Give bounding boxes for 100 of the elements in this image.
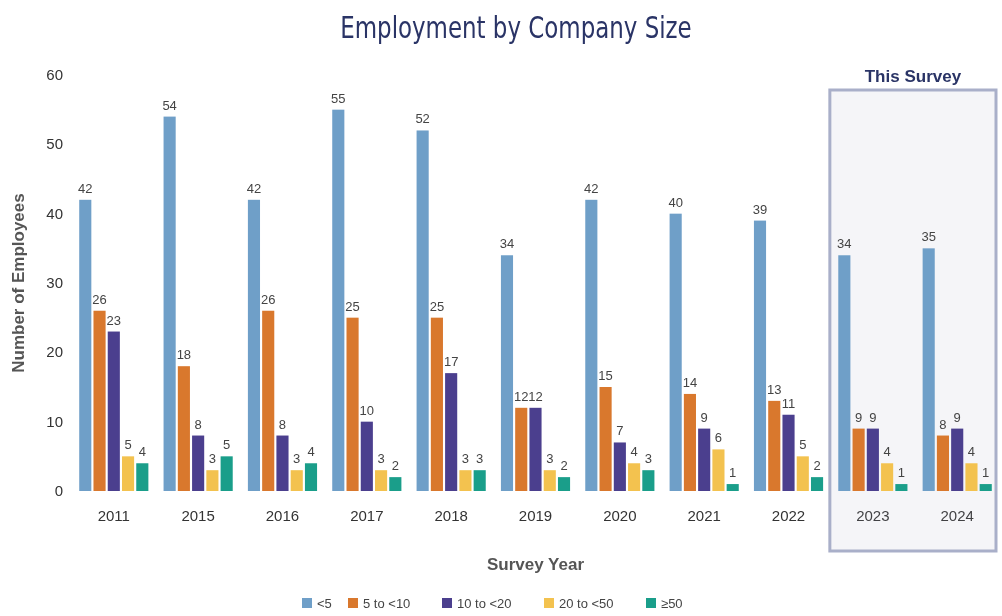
- bar: [838, 255, 851, 491]
- data-label: 8: [939, 416, 947, 432]
- bar: [585, 199, 598, 491]
- bar: [936, 435, 949, 491]
- bar: [669, 213, 682, 491]
- data-label: 3: [293, 451, 301, 467]
- data-label: 3: [208, 451, 217, 467]
- bar: [712, 449, 725, 491]
- bar: [220, 456, 233, 491]
- legend-label: 20 to <50: [559, 596, 614, 611]
- data-label: 42: [246, 180, 262, 196]
- bar: [416, 130, 429, 491]
- y-tick-label: 30: [46, 274, 63, 291]
- y-tick-label: 0: [54, 482, 63, 499]
- bar: [473, 470, 486, 491]
- data-label: 9: [700, 409, 708, 425]
- legend-label: ≥50: [661, 596, 683, 611]
- bar: [753, 220, 767, 491]
- bar: [276, 435, 289, 491]
- data-label: 9: [953, 409, 961, 425]
- bar: [922, 248, 935, 491]
- data-label: 3: [476, 451, 484, 467]
- data-label: 8: [278, 416, 287, 432]
- bar: [247, 199, 261, 491]
- data-label: 40: [668, 194, 683, 210]
- y-tick-label: 50: [46, 135, 63, 153]
- data-label: 2: [391, 458, 399, 474]
- y-tick-label: 10: [46, 412, 63, 430]
- bar: [951, 428, 964, 491]
- legend-label: <5: [317, 596, 332, 611]
- data-label: 3: [461, 451, 470, 467]
- data-label: 10: [359, 402, 375, 418]
- bar: [346, 317, 359, 491]
- data-label: 54: [162, 97, 177, 113]
- bar: [122, 456, 135, 491]
- bar: [642, 470, 655, 491]
- x-tick-label: 2017: [350, 507, 384, 524]
- bar: [852, 428, 865, 491]
- data-label: 3: [377, 451, 385, 467]
- bar: [557, 477, 571, 491]
- legend-label: 10 to <20: [457, 596, 512, 611]
- data-label: 8: [194, 416, 202, 432]
- chart-title: Employment by Company Size: [340, 9, 692, 46]
- data-label: 25: [345, 298, 360, 314]
- bar: [965, 463, 978, 491]
- bar: [529, 407, 542, 491]
- data-label: 14: [682, 374, 698, 390]
- bar: [543, 470, 556, 491]
- data-label: 52: [415, 111, 430, 127]
- data-label: 12: [528, 388, 543, 404]
- bar: [304, 463, 318, 491]
- bar: [796, 456, 809, 491]
- y-axis-title: Number of Employees: [9, 193, 28, 373]
- x-tick-label: 2016: [265, 507, 300, 524]
- bar: [698, 428, 711, 491]
- data-label: 4: [138, 444, 146, 460]
- x-tick-label: 2019: [518, 507, 553, 524]
- bar: [683, 393, 696, 491]
- bar: [332, 109, 345, 491]
- bar: [628, 463, 641, 491]
- x-tick-label: 2023: [856, 507, 890, 524]
- data-label: 4: [967, 444, 976, 460]
- data-label: 9: [854, 409, 863, 425]
- data-label: 11: [781, 395, 796, 411]
- y-tick-label: 40: [46, 204, 63, 222]
- data-label: 4: [307, 444, 315, 460]
- bar: [500, 255, 514, 491]
- data-label: 6: [714, 430, 723, 446]
- data-label: 17: [443, 354, 459, 370]
- bar: [177, 366, 190, 491]
- x-tick-label: 2020: [603, 507, 637, 524]
- data-label: 7: [616, 423, 624, 439]
- y-tick-label: 20: [46, 343, 63, 361]
- data-label: 1: [982, 465, 990, 481]
- data-label: 15: [598, 368, 613, 383]
- data-label: 4: [630, 444, 638, 460]
- x-tick-label: 2021: [687, 507, 721, 524]
- data-label: 2: [813, 458, 821, 474]
- bar: [262, 310, 275, 491]
- bar: [895, 484, 908, 491]
- bar: [93, 310, 106, 491]
- data-label: 1: [897, 465, 905, 481]
- bar: [79, 199, 92, 491]
- x-tick-label: 2018: [434, 507, 468, 524]
- bar: [979, 484, 992, 491]
- y-tick-label: 60: [46, 66, 63, 83]
- bar: [290, 470, 303, 491]
- x-tick-label: 2015: [181, 507, 215, 524]
- bar: [515, 407, 528, 491]
- bar: [107, 331, 120, 491]
- x-tick-label: 2024: [940, 507, 974, 524]
- bar: [782, 414, 795, 491]
- bar: [768, 400, 781, 491]
- data-label: 35: [921, 229, 936, 245]
- band-label: This Survey: [864, 67, 962, 86]
- bar: [445, 373, 458, 491]
- data-label: 3: [546, 451, 554, 467]
- bar: [881, 463, 894, 491]
- bar: [613, 442, 626, 491]
- data-label: 23: [106, 312, 122, 328]
